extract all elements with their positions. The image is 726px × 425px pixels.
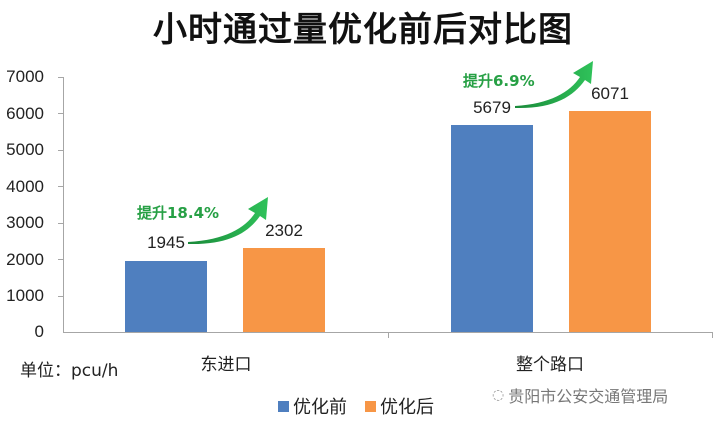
y-tick: 5000 xyxy=(6,140,44,159)
y-tick-mark xyxy=(58,150,63,151)
value-label: 5679 xyxy=(473,98,511,117)
value-label: 6071 xyxy=(591,84,629,103)
chart-title: 小时通过量优化前后对比图 xyxy=(153,10,573,50)
x-tick-mark xyxy=(712,332,713,338)
y-tick: 6000 xyxy=(6,104,44,123)
y-tick-mark xyxy=(58,113,63,114)
value-label: 2302 xyxy=(265,221,303,240)
y-axis xyxy=(63,77,64,333)
y-tick: 7000 xyxy=(6,67,44,86)
y-tick-mark xyxy=(58,77,63,78)
y-tick-mark xyxy=(58,186,63,187)
y-tick-mark xyxy=(58,223,63,224)
y-tick-mark xyxy=(58,259,63,260)
unit-label: 单位：pcu/h xyxy=(20,361,119,381)
legend-swatch xyxy=(278,400,289,412)
y-tick: 3000 xyxy=(6,213,44,232)
watermark: ◌ 贵阳市公安交通管理局 xyxy=(492,383,668,407)
gain-label-east: 提升18.4% xyxy=(137,204,220,222)
wechat-icon: ◌ xyxy=(492,387,505,403)
y-tick: 1000 xyxy=(6,286,44,305)
legend-item-after: 优化后 xyxy=(365,393,434,419)
legend-item-before: 优化前 xyxy=(278,393,347,419)
bar-after-east xyxy=(243,248,325,332)
legend: 优化前 优化后 xyxy=(278,393,444,419)
gain-label-whole: 提升6.9% xyxy=(463,72,535,90)
y-tick: 0 xyxy=(34,322,44,341)
watermark-text: 贵阳市公安交通管理局 xyxy=(508,387,669,406)
y-tick: 4000 xyxy=(6,177,44,196)
x-tick-mark xyxy=(388,332,389,338)
category-label: 东进口 xyxy=(200,355,252,375)
bar-before-east xyxy=(125,261,207,332)
bar-before-whole xyxy=(451,125,533,332)
legend-swatch xyxy=(365,400,376,412)
bar-after-whole xyxy=(569,111,651,332)
category-label: 整个路口 xyxy=(516,355,584,375)
legend-label: 优化后 xyxy=(380,397,434,418)
value-label: 1945 xyxy=(147,233,185,252)
legend-label: 优化前 xyxy=(293,397,347,418)
y-tick: 2000 xyxy=(6,250,44,269)
y-tick-mark xyxy=(58,296,63,297)
